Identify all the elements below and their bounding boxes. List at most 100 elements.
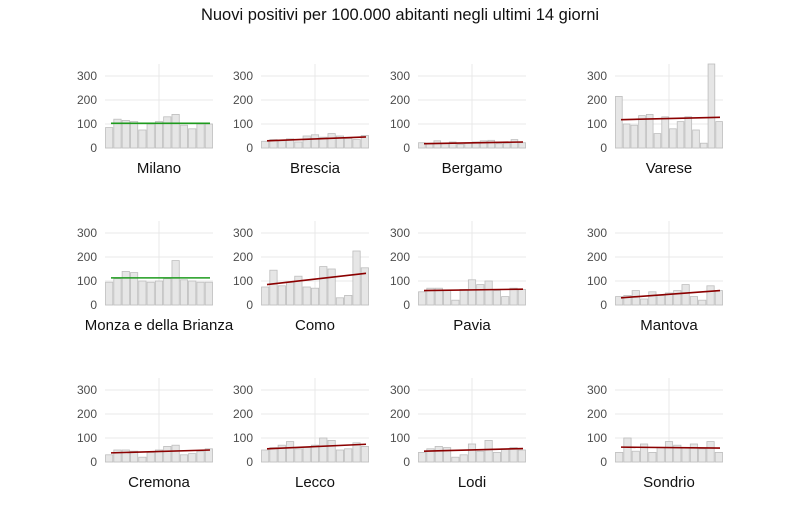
bar — [664, 292, 674, 306]
bar — [171, 260, 180, 306]
y-tick-label: 100 — [233, 117, 253, 131]
bar — [706, 441, 715, 463]
panel-label: Brescia — [290, 160, 341, 177]
bar — [105, 281, 114, 306]
bar — [196, 123, 205, 149]
panel-bergamo: 0 100 200 300 Bergamo — [390, 64, 526, 177]
bar — [335, 135, 344, 149]
bar — [467, 279, 477, 306]
bar — [261, 140, 270, 149]
bar — [648, 451, 657, 463]
bar — [146, 451, 155, 463]
y-tick-label: 300 — [587, 383, 607, 397]
bar — [196, 450, 205, 463]
trend-line — [620, 289, 721, 299]
bar — [681, 284, 690, 306]
bar — [615, 451, 624, 463]
bar — [294, 141, 303, 149]
bar — [492, 290, 501, 306]
bar — [673, 290, 682, 306]
panel-label: Mantova — [640, 317, 698, 334]
bar — [188, 280, 197, 306]
bar — [294, 448, 303, 463]
y-tick-label: 0 — [403, 455, 410, 469]
bar — [426, 287, 435, 306]
bar — [443, 290, 452, 306]
panel-monza-e-della-brianza: 0 100 200 300 Monza e della Brianza — [77, 221, 234, 334]
bar — [689, 296, 698, 306]
bar — [179, 124, 188, 149]
bar — [510, 139, 519, 149]
bar — [623, 294, 632, 306]
bar — [645, 114, 654, 149]
bar — [352, 250, 361, 306]
bar — [648, 291, 657, 306]
bar — [706, 285, 715, 306]
bar — [146, 281, 155, 306]
bar — [105, 127, 114, 149]
bar — [204, 281, 213, 306]
bar — [319, 136, 328, 149]
bar — [433, 140, 442, 149]
panel-pavia: 0 100 200 300 Pavia — [390, 221, 526, 334]
bar — [130, 121, 139, 149]
y-tick-label: 200 — [233, 93, 253, 107]
bar — [130, 450, 139, 463]
panel-label: Milano — [137, 160, 181, 177]
y-tick-label: 100 — [77, 274, 97, 288]
panel-label: Como — [295, 317, 335, 334]
bar — [492, 451, 501, 463]
y-tick-label: 300 — [77, 69, 97, 83]
bar — [661, 116, 669, 149]
bar — [669, 128, 677, 149]
bar — [105, 454, 114, 463]
y-tick-label: 300 — [390, 226, 410, 240]
bar — [188, 128, 197, 149]
bar — [352, 139, 361, 149]
y-tick-label: 200 — [587, 407, 607, 421]
bar — [138, 129, 147, 149]
bar — [434, 287, 443, 306]
y-tick-label: 0 — [403, 298, 410, 312]
y-tick-label: 300 — [233, 69, 253, 83]
bar — [484, 280, 493, 306]
bar — [622, 123, 631, 149]
bar — [286, 138, 295, 149]
bar — [451, 299, 460, 306]
panel-mantova: 0 100 200 300 Mantova — [587, 221, 723, 334]
y-tick-label: 0 — [246, 141, 253, 155]
bar — [335, 297, 344, 306]
bar — [319, 266, 328, 306]
y-tick-label: 0 — [90, 298, 97, 312]
bar — [344, 448, 353, 463]
bar — [154, 449, 164, 463]
y-tick-label: 300 — [390, 383, 410, 397]
bar — [689, 443, 698, 463]
y-tick-label: 200 — [77, 93, 97, 107]
trend-line — [266, 272, 367, 286]
bar — [451, 456, 460, 463]
bar — [130, 272, 139, 306]
bar — [714, 451, 723, 463]
bar — [344, 137, 353, 149]
bar — [484, 439, 493, 463]
bar — [327, 268, 336, 306]
panel-brescia: 0 100 200 300 Brescia — [233, 64, 369, 177]
bar — [310, 444, 320, 463]
y-tick-label: 0 — [246, 298, 253, 312]
y-tick-label: 100 — [233, 274, 253, 288]
trend-line — [620, 116, 721, 121]
bar — [154, 280, 164, 306]
bar — [179, 279, 188, 306]
bar — [456, 143, 465, 149]
y-tick-label: 100 — [390, 274, 410, 288]
y-tick-label: 100 — [390, 431, 410, 445]
bar — [418, 142, 426, 149]
panel-label: Varese — [646, 160, 692, 177]
bar — [319, 437, 328, 463]
bar — [302, 447, 311, 463]
bar — [631, 290, 640, 306]
y-tick-label: 200 — [77, 250, 97, 264]
y-tick-label: 0 — [246, 455, 253, 469]
bar — [698, 299, 707, 306]
